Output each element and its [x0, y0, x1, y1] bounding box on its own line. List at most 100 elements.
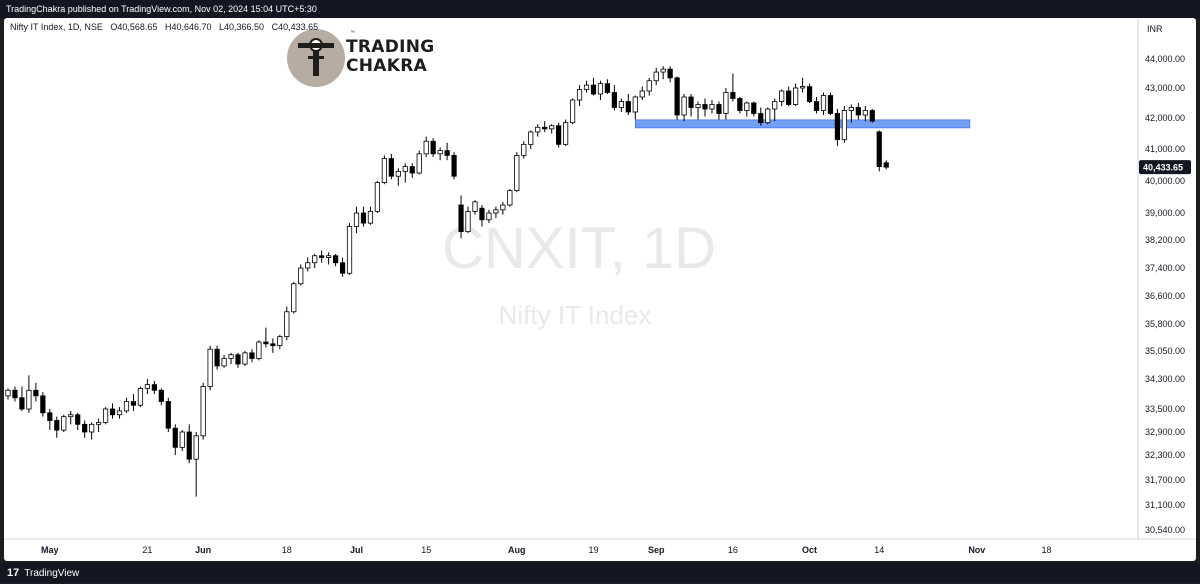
- candle: [346, 223, 353, 275]
- candle: [493, 206, 499, 219]
- candle: [89, 422, 95, 440]
- footer-bar: 17 TradingView: [0, 563, 1200, 583]
- candle-body: [214, 348, 220, 367]
- candle-body: [576, 89, 583, 101]
- candle-body: [653, 71, 659, 82]
- candle-body: [395, 170, 401, 177]
- candle-body: [130, 401, 137, 406]
- legend-line: Nifty IT Index, 1D, NSE O40,568.65 H40,6…: [10, 22, 323, 32]
- candle-body: [758, 113, 764, 124]
- candle: [486, 209, 492, 224]
- logo-trademark: ™: [350, 30, 355, 36]
- candle: [639, 86, 645, 100]
- candle: [834, 109, 841, 146]
- candle-body: [590, 84, 597, 95]
- candle: [82, 420, 88, 438]
- candle: [367, 206, 374, 225]
- candle-body: [646, 80, 652, 92]
- candle-body: [409, 166, 415, 174]
- candle: [47, 409, 53, 431]
- candle-body: [820, 95, 827, 111]
- candle: [751, 101, 757, 117]
- y-tick-label: 41,000.00: [1145, 144, 1185, 154]
- candle: [374, 181, 381, 213]
- candle-body: [716, 104, 722, 114]
- candle-body: [339, 262, 346, 274]
- candle: [277, 334, 283, 350]
- candle: [688, 94, 694, 117]
- candle: [332, 254, 339, 267]
- candle-body: [249, 352, 255, 359]
- candle-body: [96, 422, 102, 425]
- logo-line1: TRADING: [346, 37, 435, 57]
- candle-body: [437, 150, 443, 155]
- candle-body: [388, 158, 394, 177]
- candle: [235, 352, 241, 368]
- y-tick-label: 42,000.00: [1145, 113, 1185, 123]
- candle-body: [263, 341, 269, 345]
- x-tick-label: 15: [421, 545, 431, 555]
- candle-body: [360, 212, 367, 224]
- candle-body: [688, 96, 694, 108]
- candle: [500, 201, 506, 215]
- candle: [186, 424, 192, 464]
- candle-body: [695, 104, 701, 108]
- y-tick-label: 31,100.00: [1145, 500, 1185, 510]
- x-tick-label: Jul: [350, 545, 363, 555]
- candle: [137, 386, 144, 408]
- candle-body: [423, 140, 429, 155]
- candle: [786, 86, 792, 106]
- candle-body: [674, 77, 680, 116]
- y-tick-label: 40,000.00: [1145, 176, 1185, 186]
- candle: [869, 109, 875, 123]
- candle-body: [625, 101, 631, 113]
- candle: [54, 416, 60, 438]
- candle-body: [855, 107, 861, 116]
- candle-body: [451, 154, 457, 177]
- candle: [611, 85, 617, 111]
- candle-body: [444, 150, 450, 156]
- candle-body: [82, 423, 88, 433]
- candle-body: [19, 397, 25, 410]
- candle: [521, 141, 527, 159]
- candle: [123, 397, 130, 413]
- candle-body: [639, 90, 645, 98]
- candle: [472, 200, 478, 215]
- candle: [319, 250, 325, 263]
- candle: [604, 79, 611, 94]
- y-tick-label: 36,600.00: [1145, 291, 1185, 301]
- candle: [674, 76, 680, 120]
- candle: [465, 206, 471, 234]
- candle: [632, 95, 638, 120]
- y-tick-label: 31,700.00: [1145, 475, 1185, 485]
- y-tick-label: 35,800.00: [1145, 319, 1185, 329]
- candle-body: [228, 354, 234, 359]
- y-tick-label: 38,200.00: [1145, 235, 1185, 245]
- candle: [765, 107, 771, 125]
- candlestick-chart[interactable]: CNXIT, 1D Nifty IT Index INR 44,000.00 43,00…: [4, 18, 1196, 561]
- candle-body: [772, 101, 778, 110]
- high-value: H40,646.70: [164, 22, 212, 32]
- candle: [597, 80, 604, 100]
- candle-body: [298, 267, 304, 285]
- x-tick-label: 19: [588, 545, 598, 555]
- candle: [270, 338, 276, 353]
- candle-body: [256, 341, 262, 359]
- candle: [339, 257, 346, 277]
- candle-body: [5, 389, 11, 397]
- candle-body: [535, 126, 541, 133]
- candle: [388, 153, 394, 180]
- x-tick-label: 21: [142, 545, 152, 555]
- candle-body: [528, 131, 534, 145]
- candle-body: [165, 401, 171, 429]
- candle-body: [681, 96, 687, 116]
- candle-body: [158, 389, 164, 402]
- candle: [806, 83, 813, 103]
- candle-body: [270, 343, 276, 346]
- candle-body: [207, 348, 213, 387]
- candle-body: [514, 154, 520, 191]
- candle: [61, 414, 67, 432]
- candle-body: [660, 68, 666, 73]
- candle: [109, 403, 116, 419]
- x-tick-label: Aug: [508, 545, 526, 555]
